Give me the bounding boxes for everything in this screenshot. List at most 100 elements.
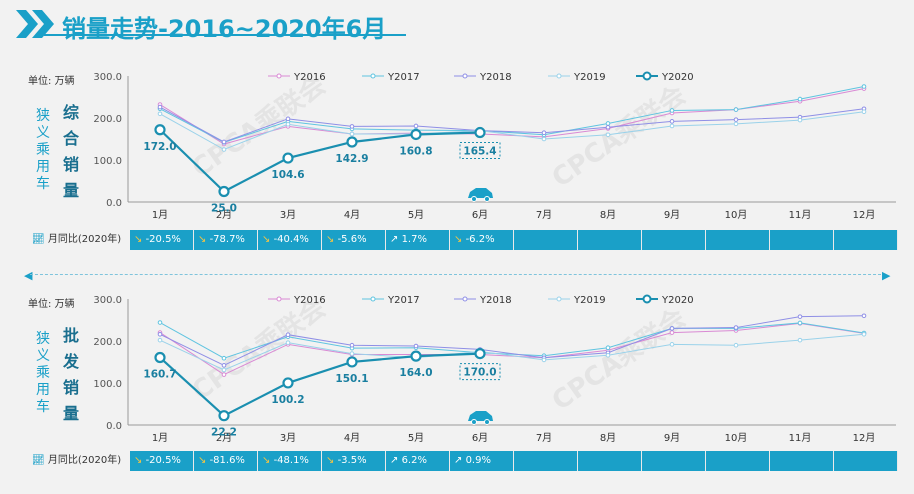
data-point — [410, 350, 422, 362]
x-tick-label: 8月 — [600, 209, 616, 221]
y-tick-label: 100.0 — [93, 379, 122, 390]
x-tick-label: 3月 — [280, 432, 296, 444]
data-label: 160.7 — [143, 369, 176, 381]
data-point — [861, 331, 867, 337]
yoy-cell — [834, 230, 898, 250]
x-tick-label: 1月 — [152, 209, 168, 221]
yoy-cell — [706, 230, 770, 250]
legend-marker — [556, 73, 562, 79]
data-label: 104.6 — [271, 169, 304, 181]
car-wheel-icon — [484, 196, 490, 202]
legend-label: Y2018 — [479, 295, 512, 306]
data-label: 170.0 — [463, 367, 496, 379]
x-tick-label: 12月 — [853, 209, 876, 221]
trend-down-icon: ↘ — [326, 234, 338, 245]
data-point — [282, 152, 294, 164]
x-tick-label: 1月 — [152, 432, 168, 444]
x-tick-label: 4月 — [344, 432, 360, 444]
data-point — [733, 107, 739, 112]
trend-up-icon: ↗ — [454, 455, 466, 466]
x-tick-label: 11月 — [789, 209, 812, 221]
data-point — [410, 128, 422, 141]
data-point — [285, 332, 291, 338]
yoy-cell: ↘ -78.7% — [194, 230, 258, 250]
legend-label: Y2017 — [387, 72, 420, 83]
car-wheel-icon — [471, 196, 477, 202]
yoy-cell: ↘ -3.5% — [322, 451, 386, 471]
data-point — [797, 117, 803, 123]
yoy-value: -5.6% — [337, 234, 367, 245]
trend-up-icon: ↗ — [390, 455, 402, 466]
yoy-label-text: 月同比(2020年) — [47, 234, 122, 245]
data-point — [541, 130, 547, 135]
data-point — [605, 132, 611, 138]
highlight-box — [459, 142, 501, 160]
yoy-value: 6.2% — [401, 455, 427, 466]
data-point — [861, 109, 867, 115]
x-tick-label: 10月 — [725, 209, 748, 221]
unit-label: 单位: 万辆 — [28, 299, 75, 310]
data-point — [285, 122, 291, 127]
yoy-value: -78.7% — [209, 234, 245, 245]
data-label: 22.2 — [211, 427, 237, 439]
legend-marker — [642, 294, 652, 304]
y-tick-label: 0.0 — [106, 421, 122, 432]
trend-down-icon: ↘ — [134, 455, 146, 466]
trend-chart-icon: 📈︎ — [32, 455, 45, 466]
unit-label: 单位: 万辆 — [28, 76, 75, 87]
data-point — [605, 345, 611, 351]
series-line-y2017 — [159, 322, 865, 359]
legend-marker — [642, 71, 652, 81]
x-tick-label: 9月 — [664, 209, 680, 221]
x-tick-label: 5月 — [408, 432, 424, 444]
yoy-cell: ↗ 6.2% — [386, 451, 450, 471]
car-wheel-icon — [484, 419, 490, 425]
yoy-value: -6.2% — [465, 234, 495, 245]
legend-marker — [276, 73, 282, 79]
data-point — [285, 340, 291, 345]
data-point — [733, 117, 739, 122]
yoy-cell — [514, 230, 578, 250]
y-tick-label: 200.0 — [93, 114, 122, 125]
data-point — [349, 351, 355, 356]
data-point — [221, 372, 227, 377]
data-point — [797, 337, 803, 343]
yoy-cell — [578, 230, 642, 250]
data-point — [154, 351, 166, 364]
yoy-cell: ↘ -20.5% — [130, 230, 194, 250]
x-tick-label: 3月 — [280, 209, 296, 221]
data-point — [413, 343, 419, 349]
trend-down-icon: ↘ — [134, 234, 146, 245]
yoy-label: 📈︎ 月同比(2020年) — [32, 230, 121, 250]
divider-arrow-left-icon: ◀ — [24, 269, 33, 282]
trend-up-icon: ↗ — [390, 234, 402, 245]
yoy-cell — [642, 451, 706, 471]
series-line-y2017 — [159, 86, 865, 143]
x-tick-label: 7月 — [536, 209, 552, 221]
data-point — [282, 377, 294, 389]
x-tick-label: 10月 — [725, 432, 748, 444]
data-point — [285, 116, 291, 122]
data-point — [669, 342, 675, 347]
legend-marker — [462, 296, 468, 302]
car-wheel-icon — [471, 419, 477, 425]
yoy-value: -3.5% — [337, 455, 367, 466]
data-point — [669, 123, 675, 129]
car-icon — [468, 188, 493, 198]
yoy-cell: ↘ -6.2% — [450, 230, 514, 250]
yoy-cell: ↘ -48.1% — [258, 451, 322, 471]
data-point — [221, 355, 227, 361]
data-label: 165.4 — [463, 146, 496, 158]
data-label: 172.0 — [143, 141, 176, 153]
data-point — [157, 337, 163, 343]
x-tick-label: 11月 — [789, 432, 812, 444]
y-tick-label: 0.0 — [106, 198, 122, 209]
data-label: 25.0 — [211, 203, 237, 215]
legend-marker — [276, 296, 282, 302]
data-point — [605, 121, 611, 126]
series-line-y2018 — [159, 106, 865, 143]
divider-arrow-right-icon: ▶ — [882, 269, 891, 282]
data-point — [861, 84, 867, 89]
legend-marker — [370, 73, 376, 79]
